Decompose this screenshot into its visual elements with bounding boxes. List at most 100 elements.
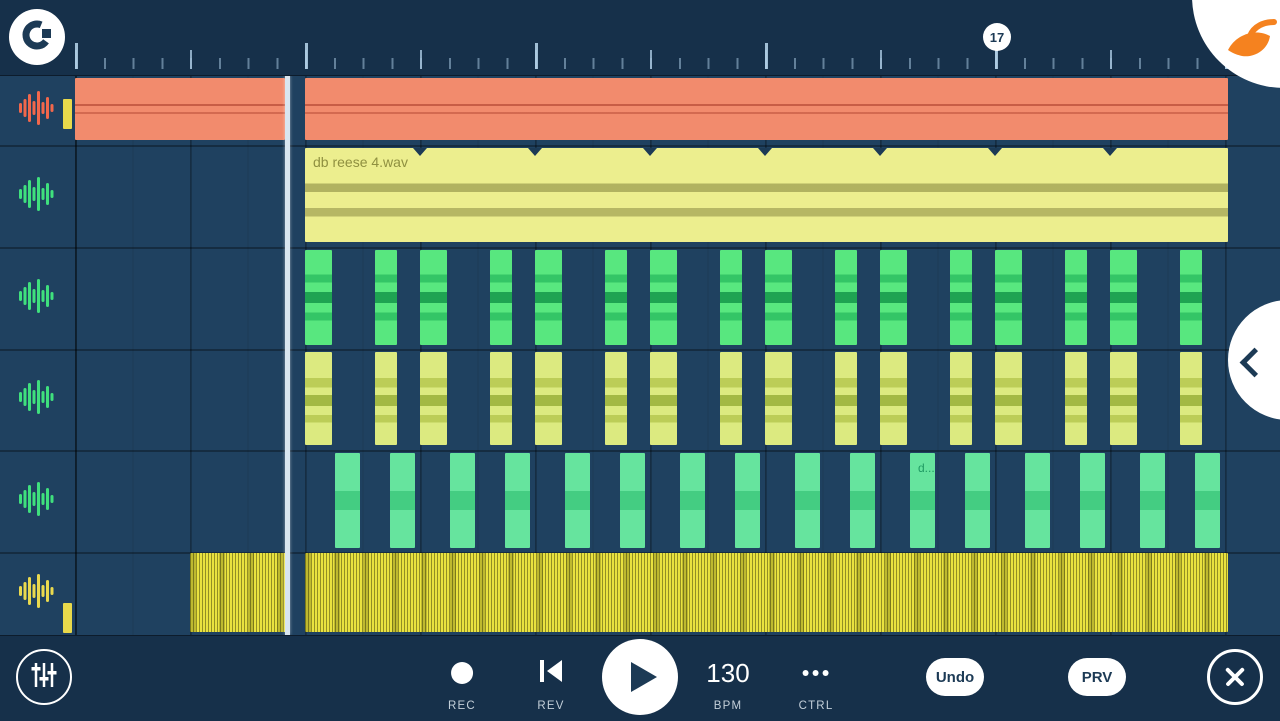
row-marker: [63, 99, 72, 129]
clip-track-4[interactable]: [420, 352, 447, 445]
ctrl-label: CTRL: [798, 700, 834, 712]
clip-track-4[interactable]: [995, 352, 1022, 445]
clip-track-6[interactable]: [190, 553, 288, 632]
slice-marker-icon: [1103, 148, 1117, 156]
play-icon: [631, 662, 657, 692]
clip-track-3[interactable]: [650, 250, 677, 345]
clip-track-5[interactable]: [1080, 453, 1105, 548]
clip-track-3[interactable]: [835, 250, 857, 345]
bar-number-badge[interactable]: 17: [983, 23, 1011, 51]
playhead[interactable]: [285, 75, 290, 635]
clip-track-4[interactable]: [880, 352, 907, 445]
clip-track-2[interactable]: db reese 4.wav: [305, 148, 1228, 242]
slice-marker-icon: [643, 148, 657, 156]
clip-track-4[interactable]: [720, 352, 742, 445]
track-header-6[interactable]: [0, 552, 75, 635]
clip-track-5[interactable]: [1195, 453, 1220, 548]
clip-track-4[interactable]: [305, 352, 332, 445]
play-button[interactable]: [602, 639, 678, 715]
clip-track-1[interactable]: [305, 78, 1228, 140]
clip-track-5[interactable]: [1025, 453, 1050, 548]
fl-menu-icon: [19, 17, 55, 58]
track-header-1[interactable]: [0, 75, 75, 145]
clip-track-5[interactable]: [390, 453, 415, 548]
clip-track-4[interactable]: [1110, 352, 1137, 445]
clip-track-4[interactable]: [1065, 352, 1087, 445]
clip-track-4[interactable]: [950, 352, 972, 445]
track-header-3[interactable]: [0, 247, 75, 349]
record-button[interactable]: REC: [448, 650, 476, 712]
row-marker: [63, 603, 72, 633]
clip-track-3[interactable]: [1110, 250, 1137, 345]
bpm-control[interactable]: 130 BPM: [706, 650, 750, 713]
clips-layer: db reese 4.wav d...: [0, 75, 1280, 635]
clip-label: db reese 4.wav: [313, 154, 408, 170]
clip-track-5[interactable]: [735, 453, 760, 548]
preview-button[interactable]: PRV: [1068, 658, 1126, 696]
track-header-2[interactable]: [0, 145, 75, 247]
clip-track-5[interactable]: [680, 453, 705, 548]
clip-track-5[interactable]: [450, 453, 475, 548]
clip-track-5[interactable]: d...: [910, 453, 935, 548]
clip-track-3[interactable]: [490, 250, 512, 345]
bpm-value: 130: [706, 657, 750, 688]
timeline[interactable]: db reese 4.wav d...: [0, 75, 1280, 635]
mixer-sliders-icon: [29, 660, 59, 695]
slice-marker-icon: [988, 148, 1002, 156]
clip-track-4[interactable]: [765, 352, 792, 445]
clip-track-3[interactable]: [420, 250, 447, 345]
clip-track-3[interactable]: [995, 250, 1022, 345]
clip-track-3[interactable]: [1180, 250, 1202, 345]
transport-bar: REC REV 130 BPM CTRL: [0, 635, 1280, 721]
clip-track-4[interactable]: [605, 352, 627, 445]
clip-track-3[interactable]: [605, 250, 627, 345]
undo-button[interactable]: Undo: [926, 658, 984, 696]
rewind-label: REV: [537, 700, 565, 712]
clip-track-5[interactable]: [1140, 453, 1165, 548]
clip-track-3[interactable]: [950, 250, 972, 345]
top-bar: 17: [0, 0, 1280, 76]
clip-track-4[interactable]: [375, 352, 397, 445]
clip-track-4[interactable]: [650, 352, 677, 445]
record-icon: [450, 662, 473, 684]
skip-to-start-icon: [537, 658, 565, 689]
clip-track-5[interactable]: [795, 453, 820, 548]
slice-marker-icon: [413, 148, 427, 156]
clip-track-5[interactable]: [335, 453, 360, 548]
ctrl-button[interactable]: CTRL: [799, 650, 834, 712]
clip-track-3[interactable]: [1065, 250, 1087, 345]
clip-track-3[interactable]: [765, 250, 792, 345]
clip-track-3[interactable]: [305, 250, 332, 345]
clip-track-5[interactable]: [505, 453, 530, 548]
waveform-icon: [18, 278, 57, 319]
clip-track-3[interactable]: [535, 250, 562, 345]
mixer-button[interactable]: [16, 649, 72, 705]
track-header-5[interactable]: [0, 450, 75, 552]
clip-track-5[interactable]: [965, 453, 990, 548]
clip-track-3[interactable]: [375, 250, 397, 345]
row-divider: [0, 145, 1280, 147]
clip-track-5[interactable]: [565, 453, 590, 548]
clip-track-4[interactable]: [835, 352, 857, 445]
clip-track-3[interactable]: [720, 250, 742, 345]
clip-track-5[interactable]: [620, 453, 645, 548]
clip-track-1[interactable]: [75, 78, 285, 140]
waveform-icon: [18, 176, 57, 217]
close-button[interactable]: [1207, 649, 1263, 705]
clip-track-4[interactable]: [535, 352, 562, 445]
clip-track-5[interactable]: [850, 453, 875, 548]
clip-label: d...: [918, 461, 935, 475]
slice-marker-icon: [873, 148, 887, 156]
waveform-icon: [18, 90, 57, 131]
clip-track-3[interactable]: [880, 250, 907, 345]
bpm-label: BPM: [713, 700, 743, 712]
main-menu-button[interactable]: [9, 9, 65, 65]
waveform-icon: [18, 481, 57, 522]
clip-track-4[interactable]: [1180, 352, 1202, 445]
rewind-button[interactable]: REV: [537, 650, 565, 712]
clip-track-6[interactable]: [305, 553, 1228, 632]
clip-track-4[interactable]: [490, 352, 512, 445]
track-header-4[interactable]: [0, 349, 75, 450]
chevron-left-icon: [1239, 347, 1270, 378]
